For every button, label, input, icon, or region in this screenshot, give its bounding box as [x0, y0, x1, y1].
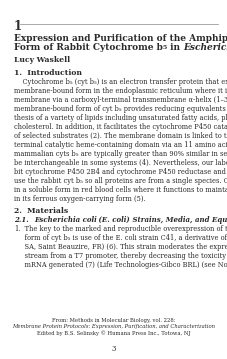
- Text: Form of Rabbit Cytochrome b: Form of Rabbit Cytochrome b: [14, 43, 162, 52]
- Text: membrane-bound form in the endoplasmic reticulum where it is anchored to the: membrane-bound form in the endoplasmic r…: [14, 87, 227, 95]
- Text: terminal catalytic heme-containing domain via an 11 amino acid linker. The: terminal catalytic heme-containing domai…: [14, 141, 227, 149]
- Text: SA, Saint Beauzire, FR) (6). This strain moderates the expression of genes down-: SA, Saint Beauzire, FR) (6). This strain…: [14, 243, 227, 251]
- Text: Lucy Waskell: Lucy Waskell: [14, 56, 70, 64]
- Text: The key to the marked and reproducible overexpression of the membrane bound: The key to the marked and reproducible o…: [14, 225, 227, 233]
- Text: 1.: 1.: [14, 225, 20, 233]
- Text: Edited by B.S. Selinsky © Humana Press Inc., Totowa, NJ: Edited by B.S. Selinsky © Humana Press I…: [37, 330, 190, 336]
- Text: 3: 3: [111, 345, 116, 353]
- Text: 2.  Materials: 2. Materials: [14, 207, 68, 215]
- Text: Escherichia coli: Escherichia coli: [34, 216, 96, 224]
- Text: 5: 5: [162, 45, 166, 50]
- Text: stream from a T7 promoter, thereby decreasing the toxicity of the large amount o: stream from a T7 promoter, thereby decre…: [14, 252, 227, 260]
- Text: form of cyt b₅ is use of the E. coli strain C41, a derivative of E. coli BL21 (A: form of cyt b₅ is use of the E. coli str…: [14, 234, 227, 242]
- Text: membrane via a carboxyl-terminal transmembrane α-helix (1–3). The: membrane via a carboxyl-terminal transme…: [14, 96, 227, 104]
- Text: in its ferrous oxygen-carrying form (5).: in its ferrous oxygen-carrying form (5).: [14, 195, 145, 203]
- Text: Escherichia coli: Escherichia coli: [183, 43, 227, 52]
- Text: mRNA generated (7) (Life Technologies-Gibco BRL) (see Note 1).: mRNA generated (7) (Life Technologies-Gi…: [14, 261, 227, 269]
- Text: thesis of a variety of lipids including unsaturated fatty acids, plasmalogens, a: thesis of a variety of lipids including …: [14, 114, 227, 122]
- Text: membrane-bound form of cyt b₅ provides reducing equivalents for the biosyn-: membrane-bound form of cyt b₅ provides r…: [14, 105, 227, 113]
- Text: cholesterol. In addition, it facilitates the cytochrome P450 catalyzed oxidation: cholesterol. In addition, it facilitates…: [14, 123, 227, 131]
- Text: Membrane Protein Protocols: Expression, Purification, and Characterization: Membrane Protein Protocols: Expression, …: [12, 324, 215, 329]
- Text: 2.1.: 2.1.: [14, 216, 34, 224]
- Text: bit cytochrome P450 2B4 and cytochrome P450 reductase and has elected to: bit cytochrome P450 2B4 and cytochrome P…: [14, 168, 227, 176]
- Text: in a soluble form in red blood cells where it functions to maintain hemoglobin: in a soluble form in red blood cells whe…: [14, 186, 227, 194]
- Text: Expression and Purification of the Amphipathic: Expression and Purification of the Amphi…: [14, 34, 227, 43]
- Text: From: Methods in Molecular Biology, vol. 228:: From: Methods in Molecular Biology, vol.…: [52, 318, 175, 323]
- Text: 1.  Introduction: 1. Introduction: [14, 69, 82, 77]
- Text: (E. coli): (E. coli): [96, 216, 130, 224]
- Text: Cytochrome b₅ (cyt b₅) is an electron transfer protein that exists in a: Cytochrome b₅ (cyt b₅) is an electron tr…: [14, 78, 227, 86]
- Text: use the rabbit cyt b₅ so all proteins are from a single species. Cyt b₅ also exi: use the rabbit cyt b₅ so all proteins ar…: [14, 177, 227, 185]
- Text: in: in: [166, 43, 183, 52]
- Text: be interchangeable in some systems (4). Nevertheless, our laboratory uses rab-: be interchangeable in some systems (4). …: [14, 159, 227, 167]
- Text: mammalian cyts b₅ are typically greater than 90% similar in sequence and may: mammalian cyts b₅ are typically greater …: [14, 150, 227, 158]
- Text: 1: 1: [14, 20, 22, 33]
- Text: of selected substrates (2). The membrane domain is linked to the amino-: of selected substrates (2). The membrane…: [14, 132, 227, 140]
- Text: Strains, Media, and Equipment: Strains, Media, and Equipment: [130, 216, 227, 224]
